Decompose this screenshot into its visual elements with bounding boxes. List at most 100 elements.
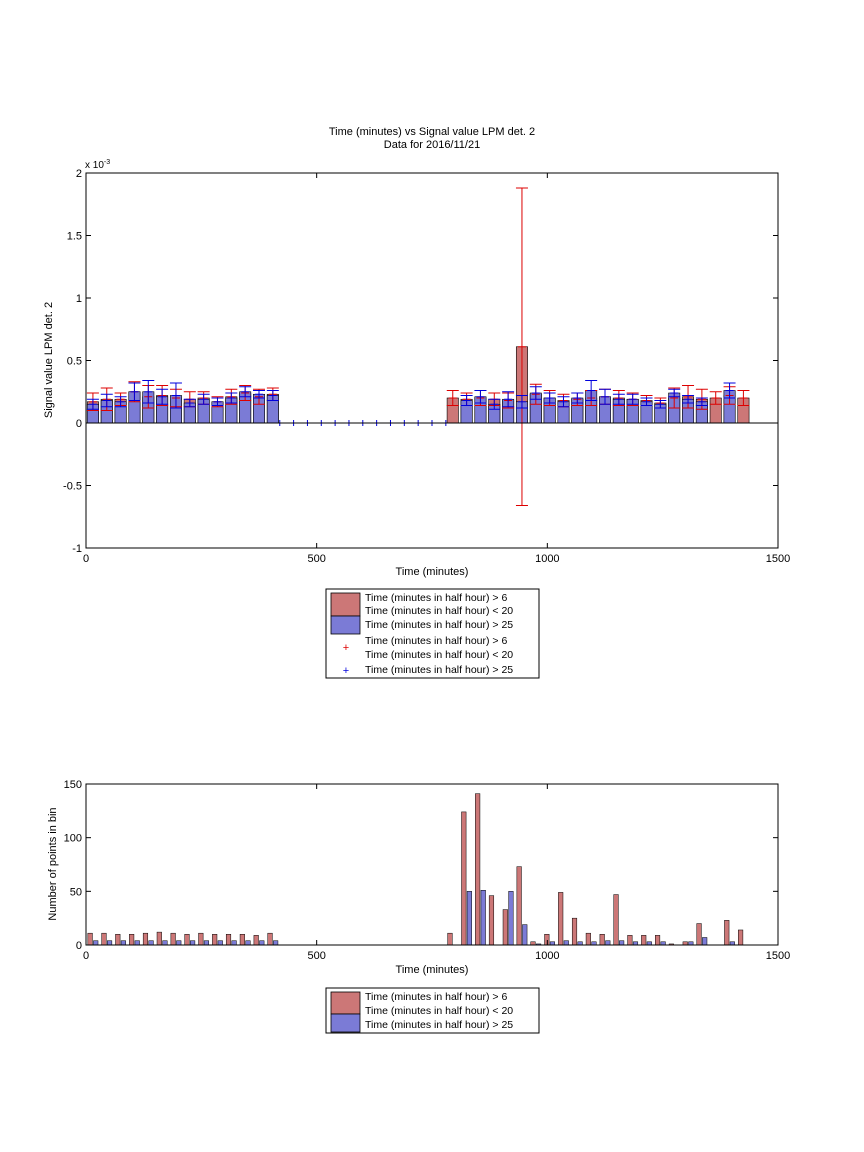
chart2-legend-entry: Time (minutes in half hour) > 25: [365, 1019, 513, 1031]
chart1-ytick-label: -0.5: [63, 481, 82, 493]
chart1-ytick-label: 1: [76, 293, 82, 305]
chart2-bar: [93, 940, 99, 946]
chart2-bar: [273, 940, 279, 946]
chart2-bar: [724, 920, 730, 946]
chart1-axes-box: [85, 172, 779, 549]
chart2-bar: [466, 891, 472, 946]
chart2-bar: [641, 935, 647, 946]
chart1-error-bar: [695, 397, 708, 406]
chart1-title: Time (minutes) vs Signal value LPM det. …: [329, 126, 535, 138]
chart2-bar: [156, 931, 162, 946]
chart2-xtick-label: 0: [83, 950, 89, 962]
chart1-error-bar: [253, 390, 265, 399]
chart1-error-bar: [225, 392, 238, 404]
chart1-error-bar: [502, 391, 515, 408]
chart2-ytick-label: 50: [70, 886, 82, 898]
chart1-error-bar: [239, 386, 252, 398]
chart1-x-ticks: 0 500 1000 1500: [83, 173, 790, 565]
chart1-error-bar: [86, 398, 99, 410]
chart2-bar: [225, 934, 232, 946]
chart1-exponent-base: x 10: [85, 160, 104, 171]
chart1-error-bar: [640, 397, 653, 406]
chart1-error-bar: [557, 396, 570, 408]
chart2-bar: [198, 932, 204, 946]
chart2-legend: Time (minutes in half hour) > 6 Time (mi…: [325, 987, 540, 1034]
chart1-legend-swatch-a: [330, 592, 361, 617]
chart1-ylabel: Signal value LPM det. 2: [43, 302, 55, 418]
chart2-xlabel: Time (minutes): [396, 964, 469, 976]
chart1-y-ticks: -1 -0.5 0 0.5 1 1.5 2: [63, 168, 778, 555]
chart1-error-bar: [183, 398, 196, 408]
chart1-legend-swatch-b: [330, 615, 361, 635]
chart2-bar: [627, 935, 633, 946]
chart2-bar: [585, 932, 591, 946]
chart2-axes-box: [85, 783, 779, 946]
chart1-error-bar: [515, 395, 528, 409]
chart2-bar: [488, 895, 495, 946]
chart2-bar: [212, 934, 218, 946]
chart1-error-bar: [474, 390, 487, 404]
chart2-bar: [655, 935, 661, 946]
chart1-error-bar: [599, 388, 611, 405]
chart1-legend-entry: Time (minutes in half hour) < 20: [365, 649, 513, 661]
chart1-error-bar: [142, 380, 155, 404]
chart2-bar: [239, 934, 245, 946]
chart2-bar: [107, 940, 113, 946]
chart2-ytick-label: 0: [76, 940, 82, 952]
chart1-legend-entry: Time (minutes in half hour) > 25: [365, 664, 513, 676]
chart1-xlabel: Time (minutes): [396, 566, 469, 578]
chart2-legend-entry: Time (minutes in half hour) < 20: [365, 1005, 513, 1017]
chart1-error-bar: [446, 390, 459, 406]
chart2-bar: [129, 934, 135, 946]
chart2-xtick-label: 1000: [535, 950, 559, 962]
chart1-legend-entry: Time (minutes in half hour) > 6: [365, 635, 507, 647]
chart1-legend-box: [325, 588, 540, 679]
chart1-error-bar: [709, 391, 722, 405]
chart2-bar: [148, 940, 154, 946]
chart2-ytick-label: 100: [64, 833, 82, 845]
chart2-bar: [696, 923, 702, 946]
chart1-legend-entry: Time (minutes in half hour) > 25: [365, 619, 513, 631]
chart2-bar: [702, 937, 708, 946]
chart2-bars: [87, 793, 744, 946]
chart1-exponent-power: -3: [104, 159, 110, 166]
chart1-bars: [86, 346, 750, 424]
chart1-error-bar: [488, 398, 501, 410]
chart2-bar: [267, 932, 273, 946]
chart2-bar: [184, 934, 190, 946]
chart2-bar: [461, 811, 467, 946]
chart1-xtick-label: 1000: [535, 553, 559, 565]
chart2-bar: [605, 940, 611, 946]
chart1-error-bar: [626, 393, 639, 405]
chart2-bar: [522, 924, 528, 946]
chart1-error-bar: [612, 393, 625, 405]
chart2-bar: [245, 940, 251, 946]
chart1-error-bar: [529, 386, 542, 400]
chart2-bar: [253, 935, 259, 946]
chart1-error-bar: [100, 393, 113, 408]
chart2-legend-swatch-a: [330, 991, 361, 1015]
chart1-ytick-label: 1.5: [67, 231, 82, 243]
chart1-legend-marker-b: +: [343, 665, 349, 677]
chart2-bar: [142, 932, 149, 946]
signal-chart: Time (minutes) vs Signal value LPM det. …: [43, 126, 790, 679]
chart2-ylabel: Number of points in bin: [47, 807, 59, 920]
chart1-error-bar: [654, 400, 667, 409]
chart2-bar: [613, 894, 619, 946]
chart1-legend-entry: Time (minutes in half hour) > 6: [365, 592, 507, 604]
chart1-error-bar: [211, 397, 224, 406]
chart1-error-bar: [515, 187, 528, 506]
chart2-legend-box: [325, 987, 540, 1034]
chart2-bar: [563, 940, 569, 946]
chart1-legend: + + Time (minutes in half hour) > 6 Time…: [325, 588, 540, 679]
chart2-ytick-label: 150: [64, 779, 82, 791]
chart2-legend-swatch-b: [330, 1013, 361, 1033]
chart1-error-bar: [668, 388, 681, 398]
chart2-bar: [217, 940, 223, 946]
chart2-bar: [619, 940, 625, 946]
chart2-xtick-label: 500: [307, 950, 325, 962]
chart2-bar: [176, 940, 182, 946]
chart1-error-bars: [86, 187, 750, 506]
chart2-bar: [231, 940, 237, 946]
